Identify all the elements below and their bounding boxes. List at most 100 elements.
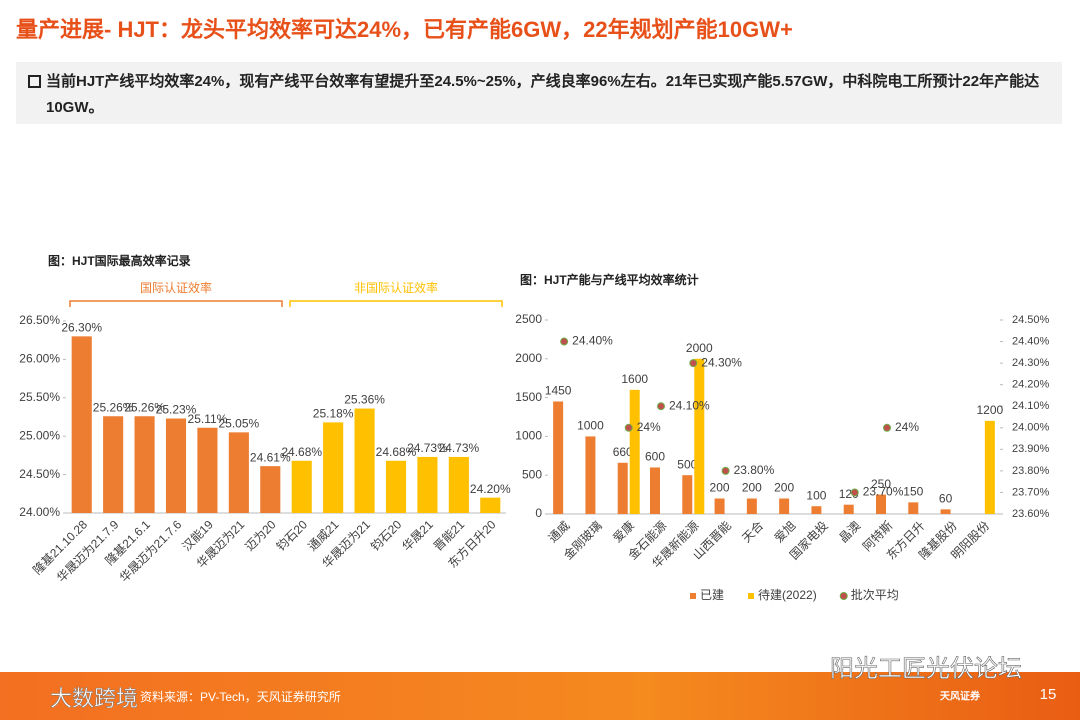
bar [779, 498, 790, 514]
y2-tick-label: 24.30% [1012, 357, 1050, 369]
bar [940, 509, 951, 514]
y2-tick-label: 24.00% [1012, 422, 1050, 434]
y-tick-label: 1500 [515, 390, 542, 404]
group-bracket [289, 300, 503, 307]
bar [354, 408, 375, 513]
legend-swatch [839, 592, 848, 600]
bar [682, 475, 693, 514]
y-tick-label: 500 [522, 467, 542, 481]
value-label: 24.73% [439, 441, 480, 455]
bar [585, 436, 596, 514]
value-label: 25.36% [344, 393, 385, 407]
value-label: 23.70% [863, 485, 904, 499]
y-tick-label: 1000 [515, 429, 542, 443]
value-label: 24% [895, 420, 919, 434]
bar [714, 498, 725, 514]
brand: 天风证券 [940, 690, 981, 703]
legend-label: 待建(2022) [758, 588, 817, 602]
bar [480, 497, 501, 513]
y2-tick-label: 23.80% [1012, 465, 1050, 477]
bar [385, 460, 407, 513]
legend-swatch [748, 593, 755, 599]
bar [984, 420, 995, 514]
dot [657, 402, 665, 411]
bar [811, 506, 822, 514]
bar [617, 462, 628, 514]
footer-band [0, 672, 1080, 720]
source: 资料来源：PV-Tech，天风证券研究所 [140, 689, 341, 704]
x-tick-label: 天合 [739, 518, 767, 546]
x-tick-label: 爱旭 [772, 518, 799, 545]
value-label: 23.80% [734, 463, 775, 477]
value-label: 25.23% [156, 403, 197, 417]
x-tick-label: 晶澳 [836, 518, 863, 545]
x-tick-label: 爱康 [609, 518, 637, 546]
y-tick-label: 25.00% [19, 428, 60, 442]
value-label: 150 [903, 485, 923, 499]
y-tick-label: 0 [535, 506, 542, 520]
y-tick-label: 2500 [515, 312, 542, 326]
group-label: 国际认证效率 [140, 280, 212, 295]
bar [908, 502, 919, 514]
watermark: 阳光工匠光伏论坛 [830, 655, 1022, 682]
bar [694, 358, 705, 514]
bar [448, 456, 469, 513]
dot [689, 359, 698, 368]
bar [197, 427, 218, 513]
legend-label: 已建 [700, 588, 724, 602]
value-label: 200 [774, 481, 794, 495]
legend-label: 批次平均 [851, 587, 899, 602]
chart-title: 图：HJT产能与产线平均效率统计 [520, 272, 699, 287]
bar [876, 494, 886, 514]
x-tick-label: 钧石20 [368, 517, 405, 554]
y2-tick-label: 24.50% [1012, 314, 1050, 326]
bar [323, 422, 344, 513]
chart-title: 图：HJT国际最高效率记录 [48, 253, 191, 268]
bar [746, 498, 757, 514]
value-label: 1450 [545, 384, 572, 398]
y2-tick-label: 24.10% [1012, 400, 1050, 412]
dot [721, 466, 730, 475]
bar [629, 389, 640, 514]
bar [71, 336, 92, 513]
value-label: 24.73% [407, 441, 448, 455]
value-label: 600 [645, 450, 665, 464]
y-tick-label: 26.50% [19, 313, 60, 327]
value-label: 2000 [686, 341, 713, 355]
watermark: 大数跨境 [50, 686, 138, 711]
value-label: 25.18% [313, 407, 354, 421]
bar [553, 401, 564, 514]
value-label: 60 [939, 492, 953, 506]
value-label: 200 [742, 481, 762, 495]
bar [291, 460, 312, 513]
x-tick-label: 华晟21 [399, 517, 436, 554]
bar [417, 456, 438, 513]
y-tick-label: 2000 [515, 351, 542, 365]
value-label: 1200 [977, 403, 1004, 417]
bar [228, 432, 249, 513]
value-label: 660 [613, 445, 633, 459]
value-label: 24.20% [470, 482, 511, 496]
x-tick-label: 通威 [546, 518, 573, 545]
x-tick-label: 迈为20 [242, 517, 279, 554]
value-label: 25.05% [219, 417, 260, 431]
page-number: 15 [1040, 686, 1057, 703]
value-label: 25.26% [93, 400, 134, 414]
bar [103, 416, 124, 513]
value-label: 24% [637, 420, 661, 434]
y-tick-label: 26.00% [19, 352, 60, 366]
value-label: 24.61% [250, 450, 291, 464]
value-label: 24.10% [669, 398, 710, 412]
value-label: 24.40% [572, 334, 613, 348]
y2-tick-label: 24.40% [1012, 335, 1050, 347]
value-label: 250 [871, 477, 891, 491]
bar [134, 416, 155, 513]
bar [650, 467, 660, 514]
dot [850, 488, 859, 497]
value-label: 25.11% [188, 412, 228, 426]
bar [843, 504, 854, 514]
legend-swatch [690, 593, 696, 599]
y2-tick-label: 24.20% [1012, 379, 1050, 391]
